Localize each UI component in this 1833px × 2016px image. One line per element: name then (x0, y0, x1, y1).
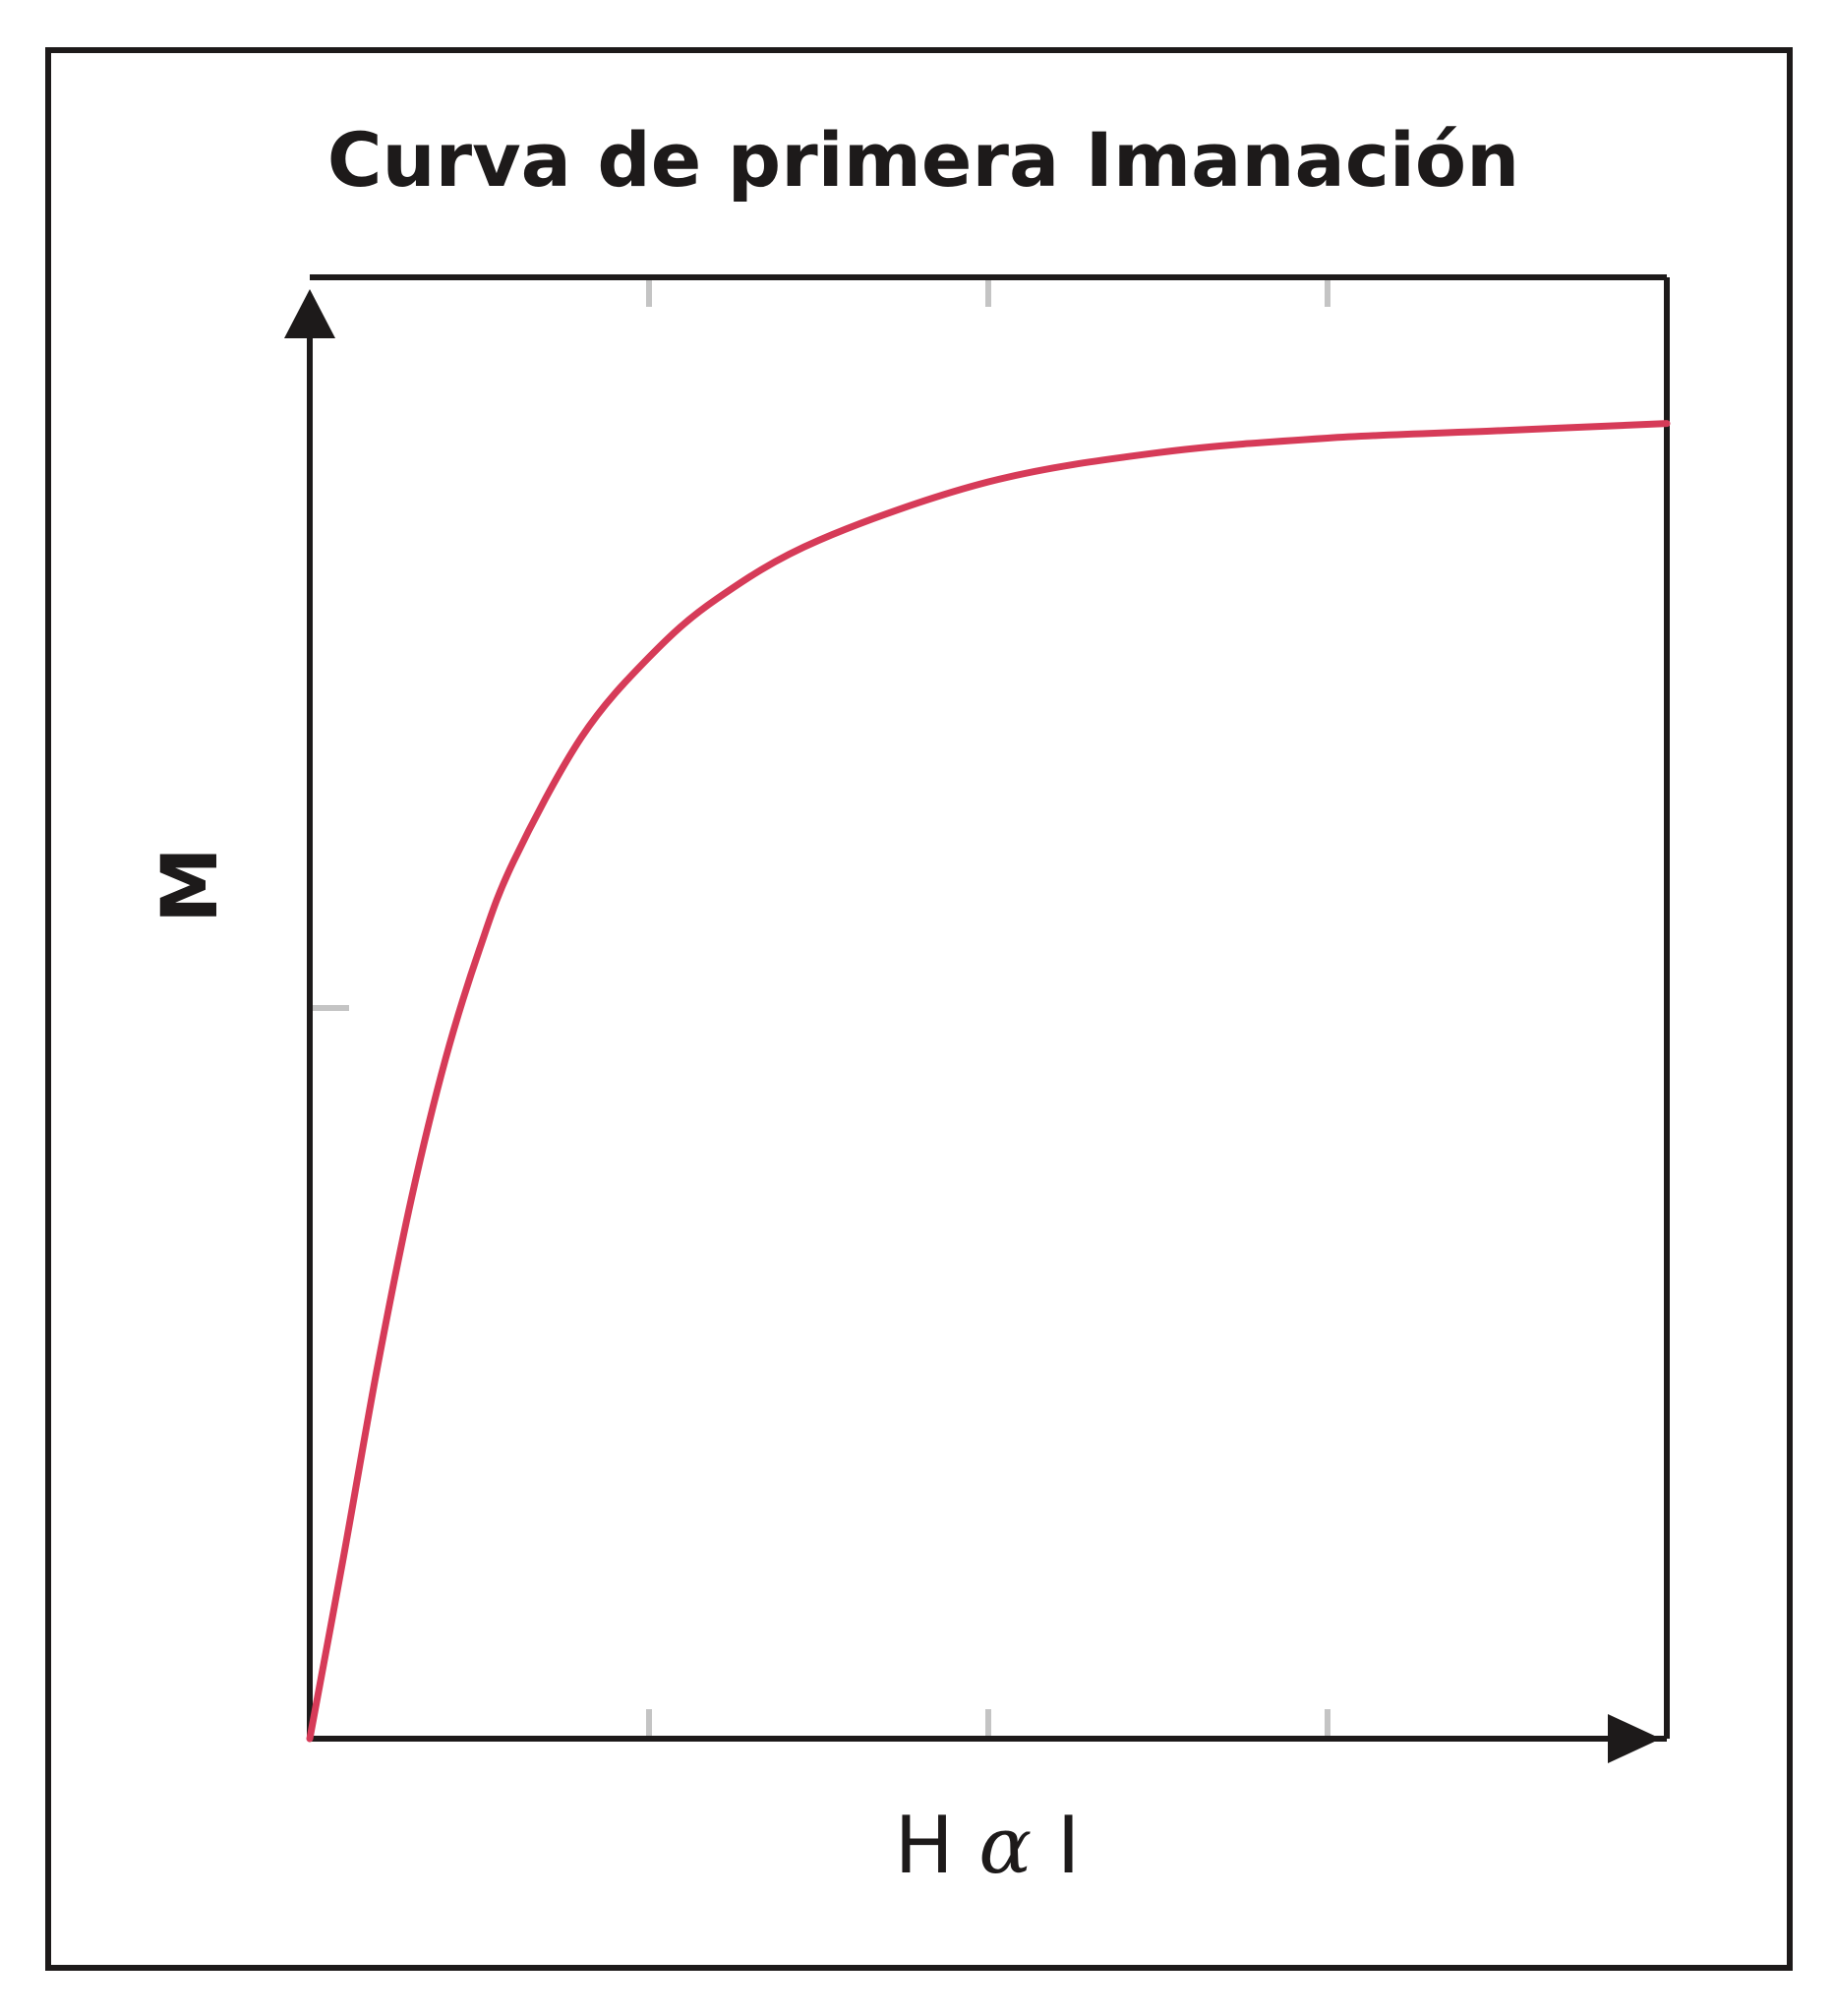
magnetization-curve-0 (306, 420, 1671, 1743)
x-axis-label-alpha: α (978, 1800, 1033, 1891)
x-axis-label-i: I (1056, 1800, 1081, 1891)
figure-frame (45, 47, 1793, 1971)
x-axis-arrowhead (1608, 1714, 1661, 1763)
y-axis-arrowhead (284, 289, 335, 338)
x-axis-label-h: H (894, 1800, 954, 1891)
x-axis-label: H α I (889, 1800, 1086, 1891)
chart-title: Curva de primera Imanación (326, 116, 1520, 204)
